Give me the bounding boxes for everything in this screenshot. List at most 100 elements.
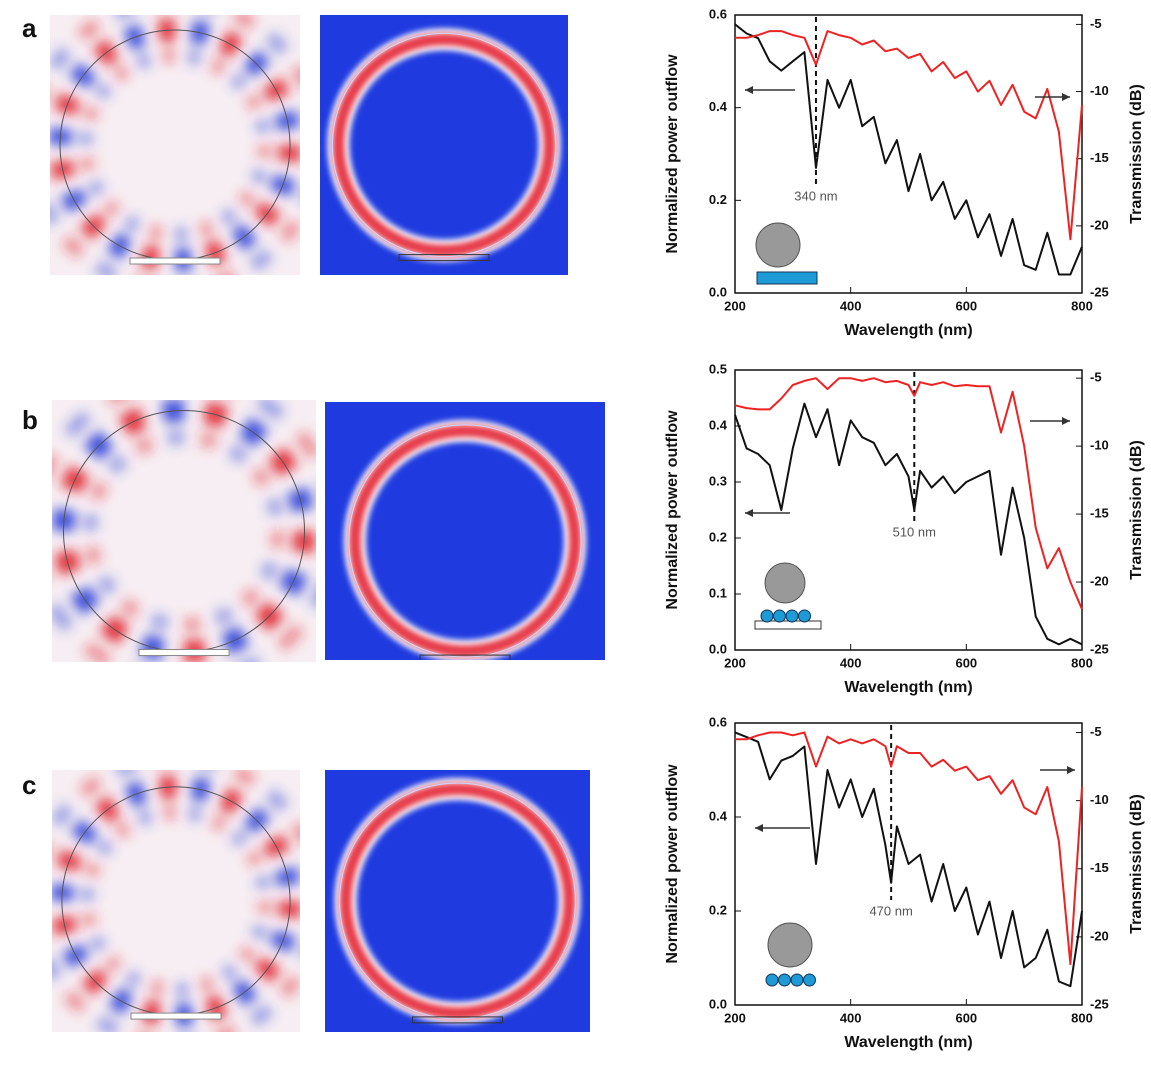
y2-tick-label: -25 (1090, 641, 1109, 656)
y2-axis-label: Transmission (dB) (1128, 440, 1145, 580)
axis-arrow-head (1062, 93, 1070, 101)
series-line (734, 402, 1083, 646)
annotation-label: 470 nm (869, 903, 912, 918)
inset-substrate (754, 620, 822, 630)
x-axis-label: Wavelength (nm) (844, 679, 972, 696)
inset-nanoparticle (785, 609, 799, 623)
x-tick-label: 600 (955, 655, 977, 670)
waveguide (398, 254, 490, 262)
field-content (52, 400, 316, 662)
field-bg (325, 770, 590, 1032)
axis-arrow-head (1062, 417, 1070, 425)
x-tick-label: 200 (724, 655, 746, 670)
x-tick-label: 600 (955, 1010, 977, 1025)
y2-tick-label: -5 (1090, 724, 1102, 739)
series-line (735, 30, 1083, 241)
y-axis-label: Normalized power outflow (664, 764, 681, 964)
field-content (325, 402, 605, 660)
lobe-red (80, 805, 272, 997)
y-tick-label: 0.0 (709, 284, 727, 299)
lobe-blue (78, 48, 272, 242)
y2-tick-label: -15 (1090, 150, 1109, 165)
y-axis-label: Normalized power outflow (664, 54, 681, 254)
inset-nanoparticle (773, 609, 786, 623)
field-bg (320, 15, 568, 275)
y2-tick-label: -25 (1090, 284, 1109, 299)
axis-arrow-head (745, 509, 753, 517)
y-tick-label: 0.0 (709, 996, 727, 1011)
x-tick-label: 800 (1071, 298, 1093, 313)
ring-red (332, 33, 556, 257)
waveguide (419, 654, 511, 660)
field-content (52, 770, 300, 1032)
y-tick-label: 0.3 (709, 473, 727, 488)
waveguide (129, 257, 221, 265)
y2-tick-label: -10 (1090, 438, 1109, 453)
ring-red (348, 424, 582, 658)
axis-arrow-head (1067, 766, 1075, 774)
plot-frame (734, 369, 1083, 651)
field-map-power (320, 15, 568, 275)
x-axis-label: Wavelength (nm) (844, 1034, 972, 1051)
y-tick-label: 0.6 (709, 6, 727, 21)
x-tick-label: 600 (955, 298, 977, 313)
series-line (734, 23, 1083, 276)
lobe-blue (82, 429, 286, 633)
lobe-red (82, 429, 286, 633)
y-tick-label: 0.0 (709, 641, 727, 656)
field-content (325, 770, 590, 1032)
inset-nanoparticle (778, 973, 791, 987)
series-line (734, 377, 1083, 610)
field-map-mode (52, 400, 316, 662)
waveguide (138, 649, 230, 657)
field-map-mode (50, 15, 300, 275)
y2-tick-label: -10 (1090, 792, 1109, 807)
inset-nanoparticle (790, 973, 804, 987)
y2-tick-label: -25 (1090, 996, 1109, 1011)
y-tick-label: 0.5 (709, 361, 727, 376)
plot-frame (734, 14, 1083, 294)
lobe-red (78, 48, 272, 242)
waveguide (130, 1012, 222, 1020)
inset-particle (755, 222, 801, 268)
y-tick-label: 0.4 (709, 417, 728, 432)
x-tick-label: 200 (724, 1010, 746, 1025)
y-tick-label: 0.4 (709, 99, 728, 114)
panel-label: c (22, 770, 36, 800)
y2-tick-label: -20 (1090, 217, 1109, 232)
y-tick-label: 0.2 (709, 529, 727, 544)
field-content (50, 15, 300, 275)
y2-tick-label: -5 (1090, 370, 1102, 385)
y-tick-label: 0.6 (709, 714, 727, 729)
inset-nanoparticle (760, 609, 774, 623)
x-tick-label: 400 (840, 1010, 862, 1025)
inset-nanoparticle (765, 973, 779, 987)
series-line (734, 731, 1083, 988)
y2-tick-label: -5 (1090, 16, 1102, 31)
annotation-label: 510 nm (893, 524, 936, 539)
y2-tick-label: -15 (1090, 860, 1109, 875)
annotation-label: 340 nm (794, 188, 837, 203)
x-tick-label: 800 (1071, 655, 1093, 670)
ring-red (339, 783, 576, 1019)
y2-axis-label: Transmission (dB) (1128, 794, 1145, 934)
panel-label: b (22, 405, 38, 435)
y-axis-label: Normalized power outflow (664, 410, 681, 610)
inset-nanoparticle (798, 609, 811, 623)
inset-waveguide (756, 271, 818, 285)
y-tick-label: 0.2 (709, 192, 727, 207)
plot-frame (734, 722, 1083, 1006)
x-tick-label: 400 (840, 298, 862, 313)
inset-particle (764, 562, 806, 604)
y-tick-label: 0.1 (709, 585, 727, 600)
y2-tick-label: -15 (1090, 506, 1109, 521)
x-tick-label: 800 (1071, 1010, 1093, 1025)
resonator-outline (331, 32, 557, 258)
y2-tick-label: -20 (1090, 928, 1109, 943)
x-tick-label: 400 (840, 655, 862, 670)
y-tick-label: 0.4 (709, 808, 728, 823)
x-tick-label: 200 (724, 298, 746, 313)
y2-tick-label: -20 (1090, 573, 1109, 588)
resonator-outline (348, 424, 582, 658)
